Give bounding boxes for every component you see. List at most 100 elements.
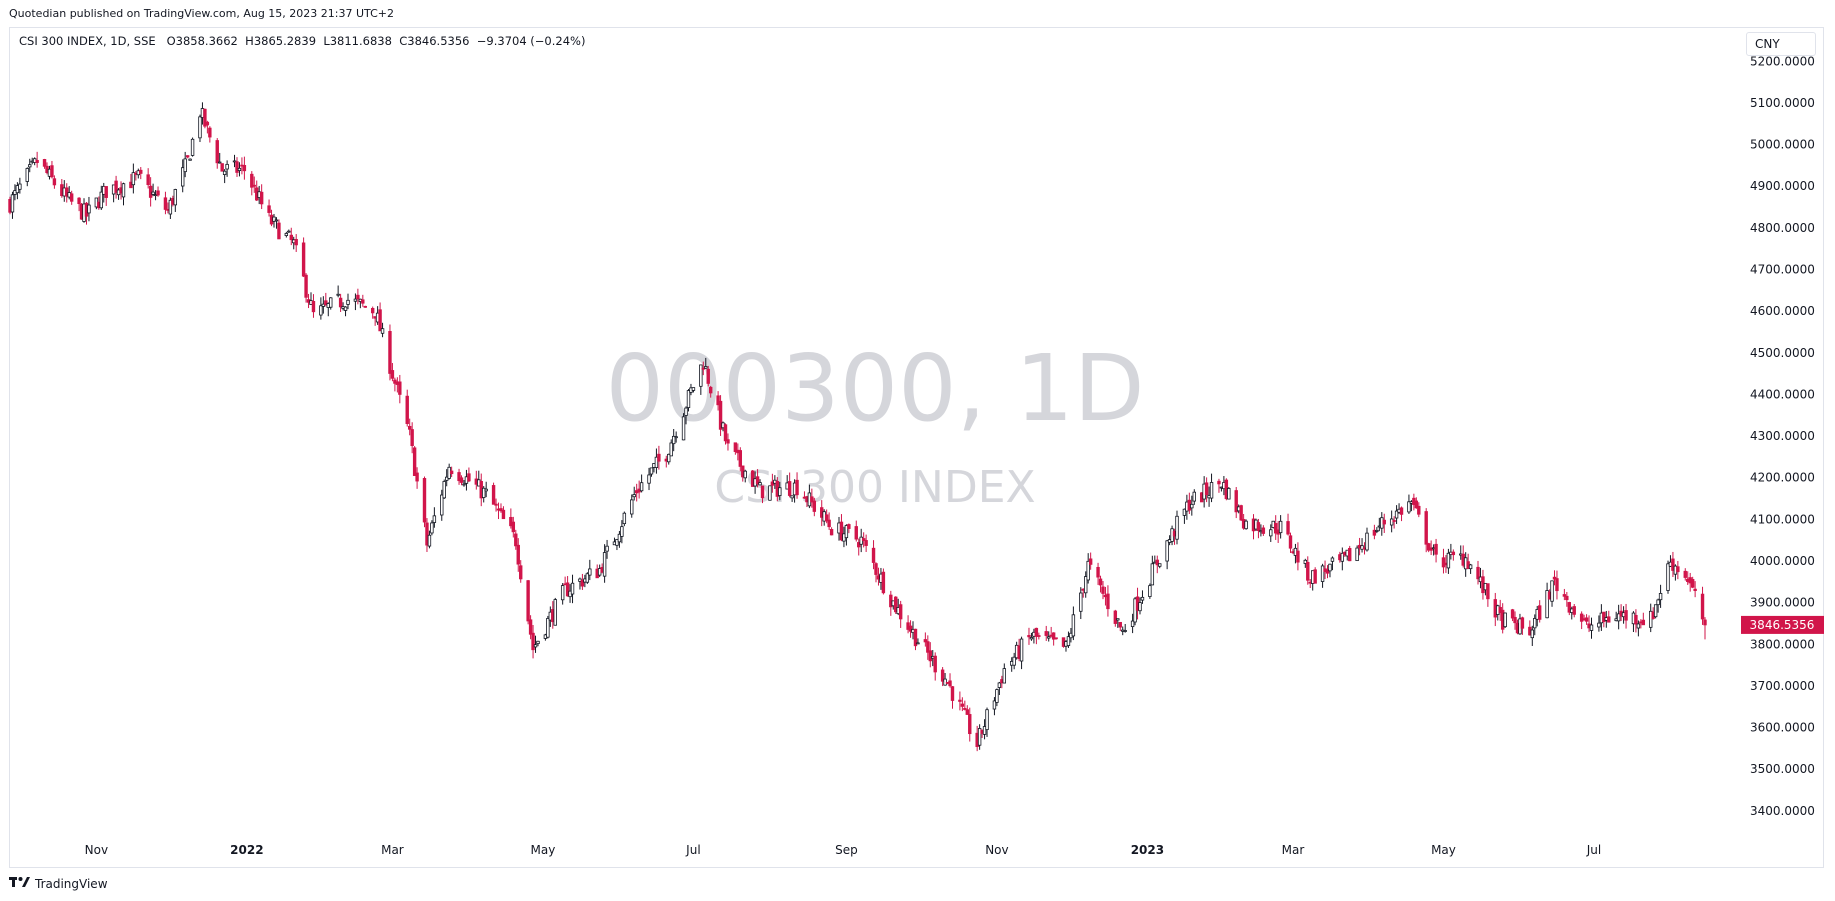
candle (491, 482, 496, 505)
x-tick-label: 2022 (230, 843, 263, 857)
candle (1394, 505, 1399, 524)
candle (1468, 563, 1473, 574)
candle (237, 162, 242, 177)
candle (294, 234, 298, 252)
last-price-tag-bg (1741, 615, 1824, 634)
candle (1567, 601, 1572, 616)
candle (977, 724, 982, 750)
x-tick-label: Jul (685, 843, 700, 857)
candle (585, 572, 590, 584)
candle (1658, 584, 1663, 608)
candle (235, 157, 239, 177)
candle (1513, 611, 1517, 630)
candle (620, 520, 624, 544)
footer-brand[interactable]: TradingView (35, 876, 108, 891)
candle (1671, 551, 1675, 578)
candle (795, 472, 799, 499)
candle (1382, 513, 1386, 533)
candle (1286, 513, 1290, 536)
candle (190, 137, 195, 157)
candle (1565, 591, 1569, 607)
candle (810, 488, 814, 508)
candle (1634, 609, 1638, 633)
candle (440, 489, 444, 521)
publisher-line: Quotedian published on TradingView.com, … (9, 7, 394, 20)
candle (361, 294, 365, 307)
candle (324, 292, 328, 307)
candle (1414, 497, 1419, 509)
candle (684, 406, 688, 425)
currency-button[interactable]: CNY (1746, 32, 1816, 56)
candle (1407, 494, 1411, 514)
candle (1365, 527, 1369, 552)
candle (1116, 618, 1120, 628)
y-tick-label: 4500.0000 (1750, 346, 1815, 360)
candle (787, 472, 792, 498)
candle (1027, 627, 1031, 645)
x-tick-label: 2023 (1131, 843, 1164, 857)
candle (501, 506, 506, 520)
candle (467, 467, 471, 483)
candle (622, 511, 627, 527)
candle (1269, 524, 1273, 542)
candle (1106, 585, 1110, 617)
y-tick-label: 5200.0000 (1750, 54, 1815, 68)
candle (1389, 510, 1394, 533)
candle (928, 642, 932, 668)
candle (1579, 611, 1584, 630)
candle (1217, 478, 1221, 493)
candle (181, 159, 185, 193)
candle (1616, 604, 1621, 630)
candle (1572, 604, 1576, 618)
candle (482, 486, 486, 503)
candle (1256, 518, 1261, 539)
candle (755, 469, 760, 488)
candle (168, 197, 173, 219)
candle (380, 322, 385, 338)
time-axis[interactable]: Nov 2022 Mar May Jul Sep Nov 2023 Mar May Jul (85, 843, 1602, 857)
candle (839, 514, 844, 542)
legend-open: O3858.3662 (166, 34, 238, 48)
candle (425, 518, 429, 552)
candle (894, 596, 898, 614)
candle (686, 389, 691, 412)
candle (1545, 582, 1549, 619)
candle (1037, 632, 1041, 640)
candle (1392, 516, 1396, 529)
x-tick-label: Sep (835, 843, 858, 857)
candle (1138, 597, 1142, 615)
candle (185, 155, 190, 159)
candle (1653, 604, 1658, 619)
price-axis[interactable]: 3400.0000 3500.0000 3600.0000 3700.0000 3800… (1750, 54, 1815, 818)
candle (1330, 556, 1335, 571)
candle (457, 468, 461, 485)
candle (516, 538, 520, 572)
x-tick-label: May (1431, 843, 1456, 857)
candle (1693, 581, 1697, 598)
candle (198, 114, 202, 143)
candle (1123, 624, 1127, 633)
candle (827, 512, 831, 530)
candle (1140, 590, 1145, 604)
candle (982, 719, 987, 740)
candle (1158, 563, 1162, 569)
candle (950, 686, 955, 709)
candle (871, 540, 876, 570)
y-tick-label: 3500.0000 (1750, 762, 1815, 776)
candle (163, 191, 168, 215)
candle (916, 638, 920, 645)
candle (1086, 553, 1090, 584)
candle (630, 494, 634, 518)
y-tick-label: 4700.0000 (1750, 263, 1815, 277)
candle (995, 688, 999, 707)
x-tick-label: Jul (1586, 843, 1601, 857)
candle (267, 199, 271, 217)
candle (215, 138, 219, 169)
candle (913, 628, 918, 651)
candle (356, 288, 360, 305)
candle (723, 423, 728, 445)
candle (1047, 631, 1051, 642)
candle (553, 597, 557, 626)
candle (1649, 603, 1653, 633)
